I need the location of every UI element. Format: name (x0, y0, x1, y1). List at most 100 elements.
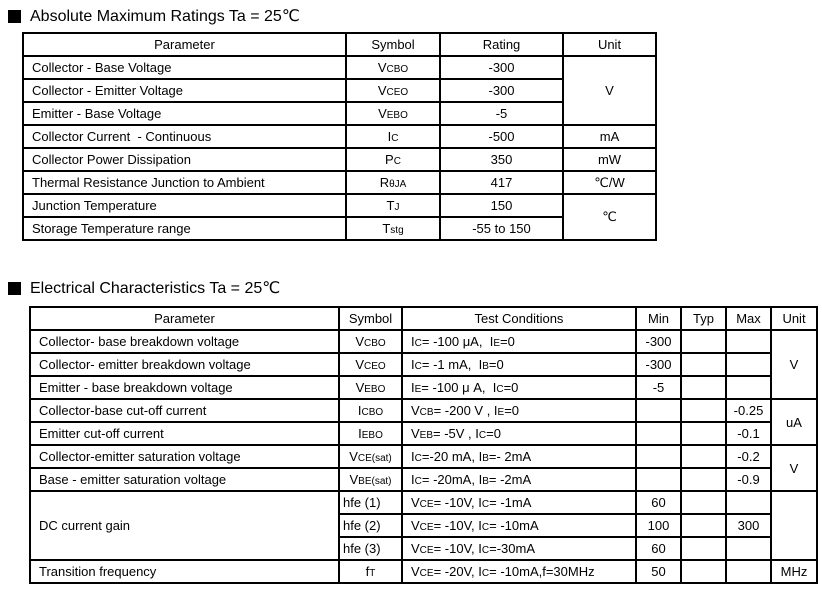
symbol-cell: TJ (345, 193, 441, 218)
symbol-cell: IEBO (338, 421, 403, 446)
rating-cell: -55 to 150 (439, 216, 564, 241)
max-cell: -0.1 (725, 421, 772, 446)
section-title-absolute-maximum-ratings: Absolute Maximum Ratings Ta = 25℃ (8, 6, 300, 26)
symbol-cell: RθJA (345, 170, 441, 195)
param-cell: Collector Current - Continuous (22, 124, 347, 149)
min-cell: -5 (635, 375, 682, 400)
typ-cell (680, 352, 727, 377)
symbol-cell: VCE(sat) (338, 444, 403, 469)
min-cell: 60 (635, 536, 682, 561)
square-bullet-icon (8, 9, 21, 23)
table-header-row: Parameter Symbol Rating Unit (22, 32, 657, 57)
max-cell: -0.2 (725, 444, 772, 469)
min-cell: 100 (635, 513, 682, 538)
symbol-cell: VCEO (338, 352, 403, 377)
param-cell: Base - emitter saturation voltage (29, 467, 340, 492)
max-cell (725, 490, 772, 515)
typ-cell (680, 490, 727, 515)
cond-cell: IE= -100 μ A, IC=0 (401, 375, 637, 400)
col-header-rating: Rating (439, 32, 564, 57)
param-cell: Storage Temperature range (22, 216, 347, 241)
electrical-characteristics-table: Parameter Symbol Test Conditions Min Typ… (29, 306, 818, 584)
max-cell (725, 559, 772, 584)
symbol-cell: VCEO (345, 78, 441, 103)
col-header-unit: Unit (770, 306, 818, 331)
table-header-row: Parameter Symbol Test Conditions Min Typ… (29, 306, 818, 331)
unit-cell: V (770, 444, 818, 492)
table-row: Transition frequency fT VCE= -20V, IC= -… (29, 559, 818, 584)
cond-cell: VCB= -200 V , IE=0 (401, 398, 637, 423)
cond-cell: VCE= -10V, IC=-30mA (401, 536, 637, 561)
param-cell: Emitter - Base Voltage (22, 101, 347, 126)
rating-cell: 417 (439, 170, 564, 195)
table-row: Collector-base cut-off current ICBO VCB=… (29, 398, 818, 446)
param-cell: Collector Power Dissipation (22, 147, 347, 172)
min-cell: 60 (635, 490, 682, 515)
col-header-min: Min (635, 306, 682, 331)
col-header-test-conditions: Test Conditions (401, 306, 637, 331)
cond-cell: IC= -100 μA, IE=0 (401, 329, 637, 354)
table-row: Emitter cut-off current IEBO VEB= -5V , … (29, 421, 817, 446)
rating-cell: -300 (439, 78, 564, 103)
rating-cell: 350 (439, 147, 564, 172)
param-cell: Collector - Emitter Voltage (22, 78, 347, 103)
typ-cell (680, 467, 727, 492)
param-cell: DC current gain (29, 490, 340, 561)
symbol-cell: Tstg (345, 216, 441, 241)
cond-cell: VCE= -10V, IC= -1mA (401, 490, 637, 515)
unit-cell: uA (770, 398, 818, 446)
typ-cell (680, 444, 727, 469)
symbol-cell: hfe (3) (338, 536, 403, 561)
col-header-max: Max (725, 306, 772, 331)
table-row: Collector-emitter saturation voltage VCE… (29, 444, 818, 492)
max-cell (725, 536, 772, 561)
table-row: Emitter - base breakdown voltage VEBO IE… (29, 375, 817, 400)
param-cell: Emitter cut-off current (29, 421, 340, 446)
min-cell (635, 421, 682, 446)
rating-cell: 150 (439, 193, 564, 218)
table-row: hfe (3) VCE= -10V, IC=-30mA 60 (30, 536, 817, 561)
cond-cell: IC=-20 mA, IB=- 2mA (401, 444, 637, 469)
param-cell: Thermal Resistance Junction to Ambient (22, 170, 347, 195)
absolute-maximum-ratings-table: Parameter Symbol Rating Unit Collector -… (22, 32, 657, 241)
table-row: Base - emitter saturation voltage VBE(sa… (29, 467, 817, 492)
rating-cell: -500 (439, 124, 564, 149)
col-header-symbol: Symbol (345, 32, 441, 57)
typ-cell (680, 398, 727, 423)
typ-cell (680, 375, 727, 400)
table-row: Junction Temperature TJ 150 ℃ (22, 193, 657, 241)
max-cell (725, 375, 772, 400)
table-row: DC current gain hfe (1) VCE= -10V, IC= -… (29, 490, 818, 561)
max-cell (725, 352, 772, 377)
col-header-parameter: Parameter (22, 32, 347, 57)
rating-cell: -5 (439, 101, 564, 126)
symbol-cell: VCBO (338, 329, 403, 354)
symbol-cell: VBE(sat) (338, 467, 403, 492)
table-row: Collector Power Dissipation PC 350 mW (22, 147, 657, 172)
min-cell: 50 (635, 559, 682, 584)
square-bullet-icon (8, 281, 21, 295)
param-cell: Collector-emitter saturation voltage (29, 444, 340, 469)
unit-cell: V (562, 55, 657, 126)
param-cell: Collector - Base Voltage (22, 55, 347, 80)
col-header-parameter: Parameter (29, 306, 340, 331)
symbol-cell: fT (338, 559, 403, 584)
param-cell: Emitter - base breakdown voltage (29, 375, 340, 400)
section-title-text: Electrical Characteristics Ta = 25℃ (30, 280, 281, 297)
symbol-cell: IC (345, 124, 441, 149)
typ-cell (680, 559, 727, 584)
unit-cell: ℃/W (562, 170, 657, 195)
max-cell (725, 329, 772, 354)
min-cell (635, 467, 682, 492)
rating-cell: -300 (439, 55, 564, 80)
param-cell: Collector- emitter breakdown voltage (29, 352, 340, 377)
max-cell: -0.9 (725, 467, 772, 492)
typ-cell (680, 329, 727, 354)
table-row: Storage Temperature range Tstg -55 to 15… (22, 216, 656, 241)
col-header-typ: Typ (680, 306, 727, 331)
typ-cell (680, 536, 727, 561)
param-cell: Junction Temperature (22, 193, 347, 218)
typ-cell (680, 421, 727, 446)
table-row: Collector - Base Voltage VCBO -300 V (22, 55, 657, 126)
